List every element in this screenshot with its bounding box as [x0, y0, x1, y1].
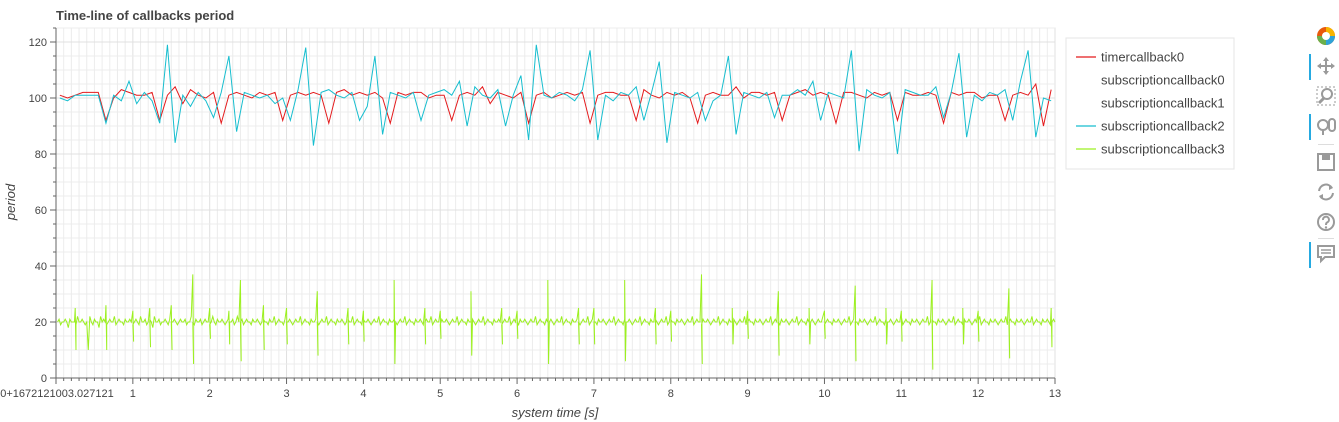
series-line-subscriptioncallback2 — [59, 44, 1052, 155]
x-tick-label: 5 — [437, 388, 443, 400]
y-tick-label: 120 — [29, 37, 47, 49]
y-tick-label: 0 — [41, 373, 47, 385]
x-axis-title: system time [s] — [512, 405, 599, 420]
reset-icon — [1318, 183, 1334, 201]
save-icon — [1317, 153, 1335, 171]
help-tool-button[interactable] — [1306, 208, 1339, 236]
legend-item-timercallback0: timercallback0 — [1101, 50, 1184, 65]
legend-item-subscriptioncallback3: subscriptioncallback3 — [1101, 142, 1225, 157]
box-zoom-icon — [1316, 86, 1336, 106]
hover-icon — [1317, 245, 1335, 264]
x-tick-label: 2 — [207, 388, 213, 400]
legend-item-subscriptioncallback1: subscriptioncallback1 — [1101, 96, 1225, 111]
series-line-subscriptioncallback3 — [57, 274, 1056, 370]
x-tick-label: 7 — [591, 388, 597, 400]
series-line-timercallback0 — [59, 82, 1052, 127]
x-tick-label: 12 — [972, 388, 984, 400]
bokeh-logo-icon — [1317, 27, 1335, 45]
help-icon — [1317, 213, 1335, 231]
legend: timercallback0 subscriptioncallback0 subsc… — [1065, 37, 1235, 170]
pan-tool-button[interactable] — [1306, 52, 1339, 80]
grid — [55, 27, 1056, 379]
box-zoom-tool-button[interactable] — [1306, 82, 1339, 110]
x-tick-label: 3 — [283, 388, 289, 400]
wheel-zoom-tool-button[interactable] — [1306, 112, 1339, 140]
y-tick-label: 20 — [35, 317, 47, 329]
legend-item-subscriptioncallback0: subscriptioncallback0 — [1101, 73, 1225, 88]
y-tick-label: 40 — [35, 261, 47, 273]
legend-item-subscriptioncallback2: subscriptioncallback2 — [1101, 119, 1225, 134]
y-tick-label: 60 — [35, 205, 47, 217]
wheel-zoom-icon — [1317, 118, 1336, 135]
x-tick-label: 11 — [896, 388, 907, 400]
x-tick-label: 1 — [130, 388, 136, 400]
hover-tool-button[interactable] — [1306, 240, 1339, 268]
x-tick-label: 9 — [745, 388, 751, 400]
toolbar — [1306, 22, 1339, 272]
axes: 0+1672121003.027121 1 2 3 4 5 6 7 8 9 10 11 12 130204… — [0, 27, 1061, 400]
series-layer — [57, 44, 1056, 370]
y-axis-title: period — [3, 183, 18, 221]
x-tick-label: 6 — [514, 388, 520, 400]
y-tick-label: 80 — [35, 149, 47, 161]
chart-title: Time-line of callbacks period — [56, 8, 234, 23]
save-tool-button[interactable] — [1306, 148, 1339, 176]
x-tick-label: 13 — [1049, 388, 1061, 400]
bokeh-logo[interactable] — [1306, 22, 1339, 50]
x-tick-label: 4 — [360, 388, 366, 400]
pan-icon — [1317, 57, 1335, 75]
reset-tool-button[interactable] — [1306, 178, 1339, 206]
x-tick-label: 10 — [818, 388, 830, 400]
x-tick-label: 8 — [668, 388, 674, 400]
y-tick-label: 100 — [29, 93, 47, 105]
x-tick-label: 0+1672121003.027121 — [0, 388, 113, 400]
